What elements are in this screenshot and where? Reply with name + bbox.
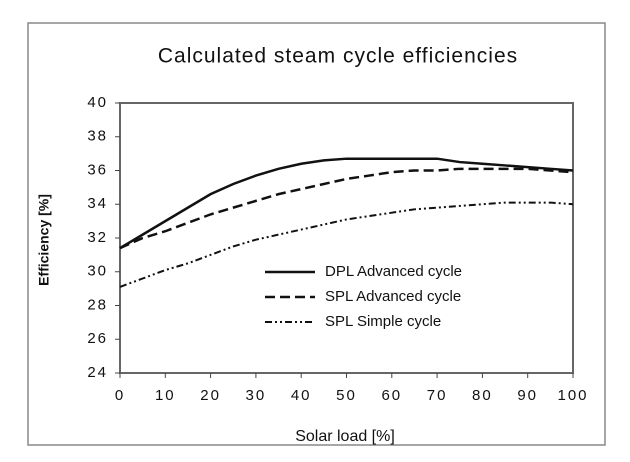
legend-label: DPL Advanced cycle bbox=[325, 263, 462, 280]
data-line bbox=[119, 167, 574, 250]
y-axis-label: Efficiency [%] bbox=[36, 194, 52, 286]
y-tick-label: 30 bbox=[87, 263, 108, 280]
y-tick-label: 24 bbox=[87, 364, 108, 381]
chart-title: Calculated steam cycle efficiencies bbox=[158, 45, 518, 68]
legend-label: SPL Simple cycle bbox=[325, 313, 441, 330]
x-tick-label: 80 bbox=[472, 387, 493, 404]
x-tick-label: 30 bbox=[246, 387, 267, 404]
y-tick-label: 32 bbox=[87, 229, 108, 246]
y-tick-label: 38 bbox=[87, 128, 108, 145]
data-line bbox=[119, 157, 574, 250]
chart-frame bbox=[27, 22, 606, 446]
x-tick-label: 10 bbox=[155, 387, 176, 404]
y-tick-label: 26 bbox=[87, 330, 108, 347]
y-tick-label: 34 bbox=[87, 195, 108, 212]
x-tick-label: 50 bbox=[336, 387, 357, 404]
x-tick-label: 90 bbox=[517, 387, 538, 404]
x-tick-label: 0 bbox=[115, 387, 125, 404]
legend-label: SPL Advanced cycle bbox=[325, 288, 461, 305]
x-tick-label: 70 bbox=[427, 387, 448, 404]
x-tick-label: 20 bbox=[200, 387, 221, 404]
y-tick-label: 36 bbox=[87, 161, 108, 178]
data-line bbox=[119, 201, 574, 288]
x-tick-label: 100 bbox=[557, 387, 588, 404]
x-axis-label: Solar load [%] bbox=[295, 428, 395, 445]
y-tick-label: 28 bbox=[87, 296, 108, 313]
x-tick-label: 40 bbox=[291, 387, 312, 404]
y-tick-label: 40 bbox=[87, 94, 108, 111]
x-tick-label: 60 bbox=[381, 387, 402, 404]
plot-area bbox=[119, 102, 574, 374]
